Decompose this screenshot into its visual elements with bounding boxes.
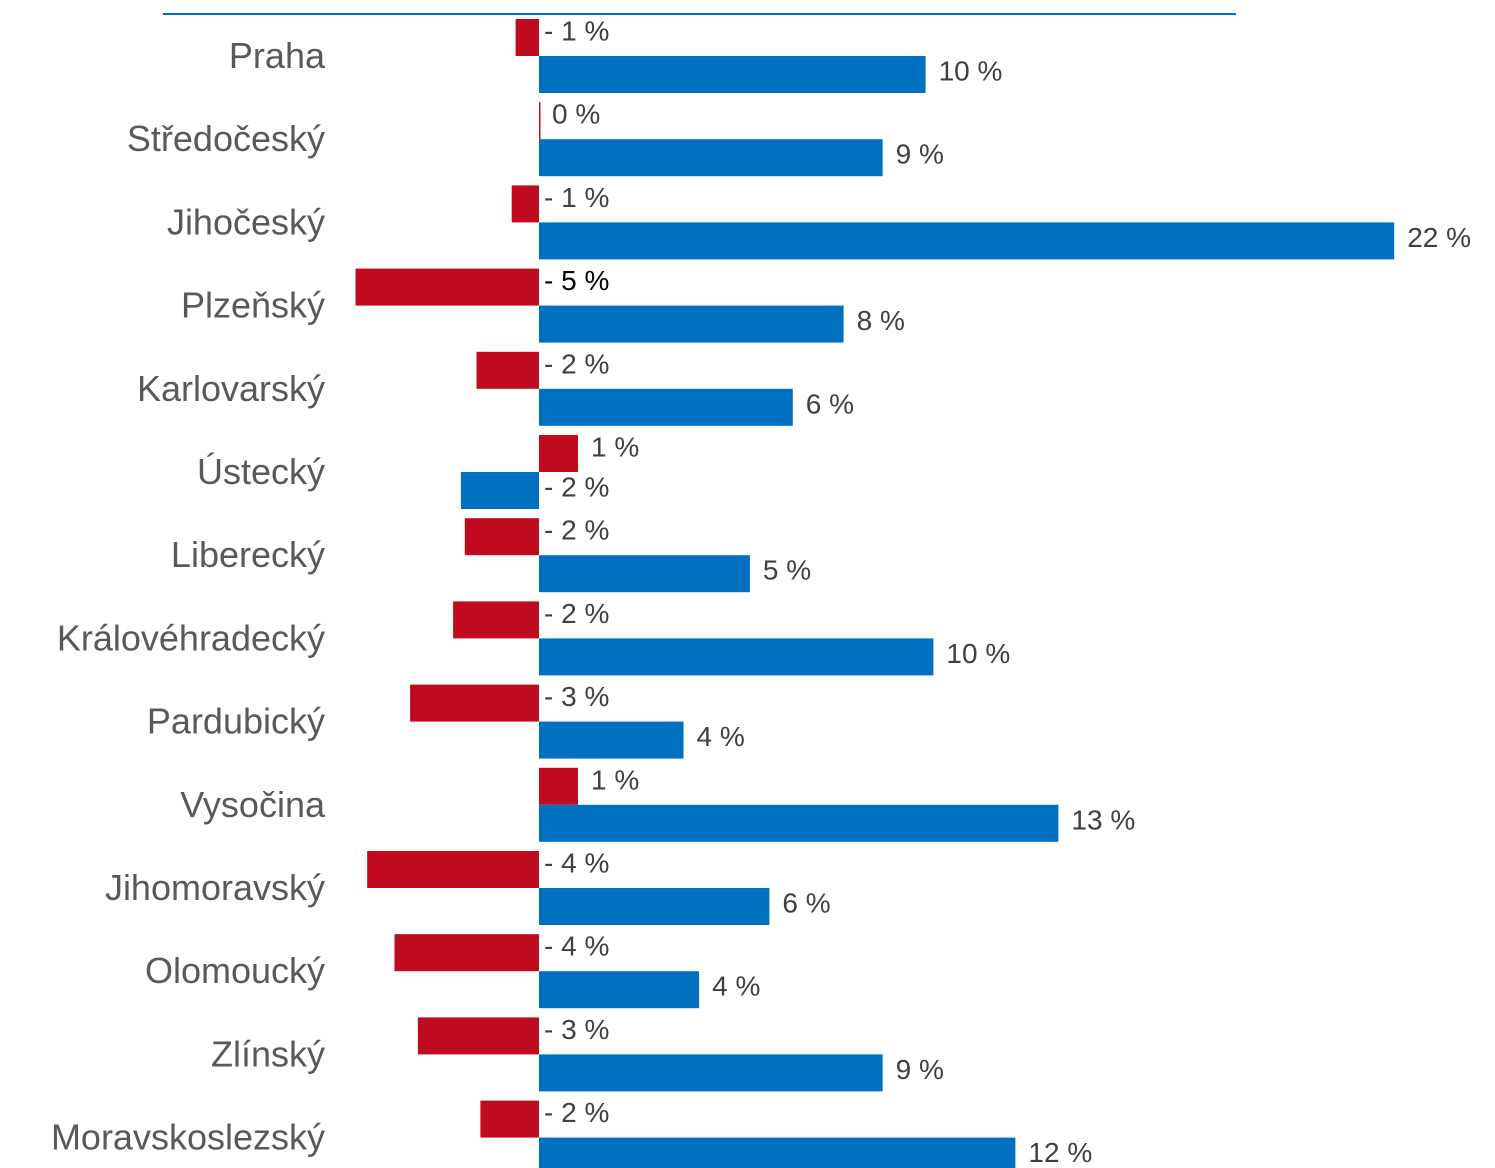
blue-bar bbox=[539, 721, 684, 759]
red-bar bbox=[453, 601, 539, 639]
blue-bar bbox=[539, 638, 934, 676]
blue-bar bbox=[460, 472, 539, 509]
blue-bar bbox=[539, 222, 1395, 260]
value-label: 22 % bbox=[1407, 222, 1471, 253]
value-label: - 2 % bbox=[544, 472, 609, 503]
category-label: Vysočina bbox=[180, 784, 326, 825]
value-label: - 5 % bbox=[544, 265, 609, 296]
bars bbox=[355, 19, 1395, 1168]
value-label: - 1 % bbox=[544, 16, 609, 47]
category-label: Pardubický bbox=[147, 701, 325, 742]
blue-bar bbox=[539, 971, 700, 1009]
value-label: 1 % bbox=[591, 764, 639, 795]
blue-bar bbox=[539, 388, 793, 426]
red-bar bbox=[410, 684, 539, 722]
blue-bar bbox=[539, 888, 770, 925]
value-label: 9 % bbox=[896, 139, 944, 170]
category-label: Zlínský bbox=[211, 1033, 325, 1074]
value-label: 1 % bbox=[591, 432, 639, 463]
value-label: 0 % bbox=[552, 99, 600, 130]
value-label: 9 % bbox=[896, 1054, 944, 1085]
value-label: 5 % bbox=[763, 555, 811, 586]
value-label: 10 % bbox=[939, 56, 1003, 87]
category-label: Jihomoravský bbox=[105, 867, 325, 908]
value-label: 12 % bbox=[1028, 1137, 1092, 1168]
category-label: Karlovarský bbox=[137, 368, 325, 409]
blue-bar bbox=[539, 139, 883, 177]
blue-bar bbox=[539, 56, 926, 93]
blue-bar bbox=[539, 804, 1059, 842]
value-label: - 1 % bbox=[544, 182, 609, 213]
value-label: - 2 % bbox=[544, 515, 609, 546]
red-bar bbox=[476, 351, 539, 389]
red-bar bbox=[464, 518, 539, 556]
category-label: Olomoucký bbox=[145, 950, 325, 991]
value-label: 6 % bbox=[782, 888, 830, 919]
value-label: - 4 % bbox=[544, 931, 609, 962]
red-bar bbox=[480, 1100, 539, 1138]
value-label: 8 % bbox=[857, 305, 905, 336]
red-bar bbox=[515, 19, 539, 56]
value-label: - 2 % bbox=[544, 598, 609, 629]
value-label: - 3 % bbox=[544, 1014, 609, 1045]
blue-bar bbox=[539, 555, 750, 593]
category-label: Ústecký bbox=[197, 451, 325, 492]
category-label: Praha bbox=[229, 35, 326, 76]
red-bar bbox=[394, 934, 539, 972]
value-label: 10 % bbox=[946, 638, 1010, 669]
value-label: 4 % bbox=[697, 721, 745, 752]
category-label: Moravskoslezský bbox=[51, 1117, 325, 1158]
category-label: Liberecký bbox=[171, 534, 325, 575]
red-bar bbox=[417, 1017, 539, 1055]
value-label: 4 % bbox=[712, 971, 760, 1002]
value-label: - 4 % bbox=[544, 848, 609, 879]
value-label: - 3 % bbox=[544, 681, 609, 712]
red-bar bbox=[367, 851, 539, 888]
category-label: Královéhradecký bbox=[57, 617, 325, 658]
value-label: 6 % bbox=[806, 388, 854, 419]
category-label: Plzeňský bbox=[181, 285, 325, 326]
value-label: - 2 % bbox=[544, 348, 609, 379]
red-bar bbox=[511, 185, 539, 223]
blue-bar bbox=[539, 1054, 883, 1092]
red-bar bbox=[355, 268, 539, 306]
red-bar bbox=[539, 102, 541, 140]
red-bar bbox=[539, 767, 578, 805]
category-label: Středočeský bbox=[127, 118, 325, 159]
value-label: - 2 % bbox=[544, 1097, 609, 1128]
value-label: 13 % bbox=[1071, 804, 1135, 835]
category-label: Jihočeský bbox=[167, 201, 325, 242]
red-bar bbox=[539, 435, 578, 472]
blue-bar bbox=[539, 305, 844, 343]
labels: Praha - 1 % 10 % Středočeský 0 % 9 % Jihočeský… bbox=[51, 16, 1471, 1168]
blue-bar bbox=[539, 1137, 1016, 1168]
